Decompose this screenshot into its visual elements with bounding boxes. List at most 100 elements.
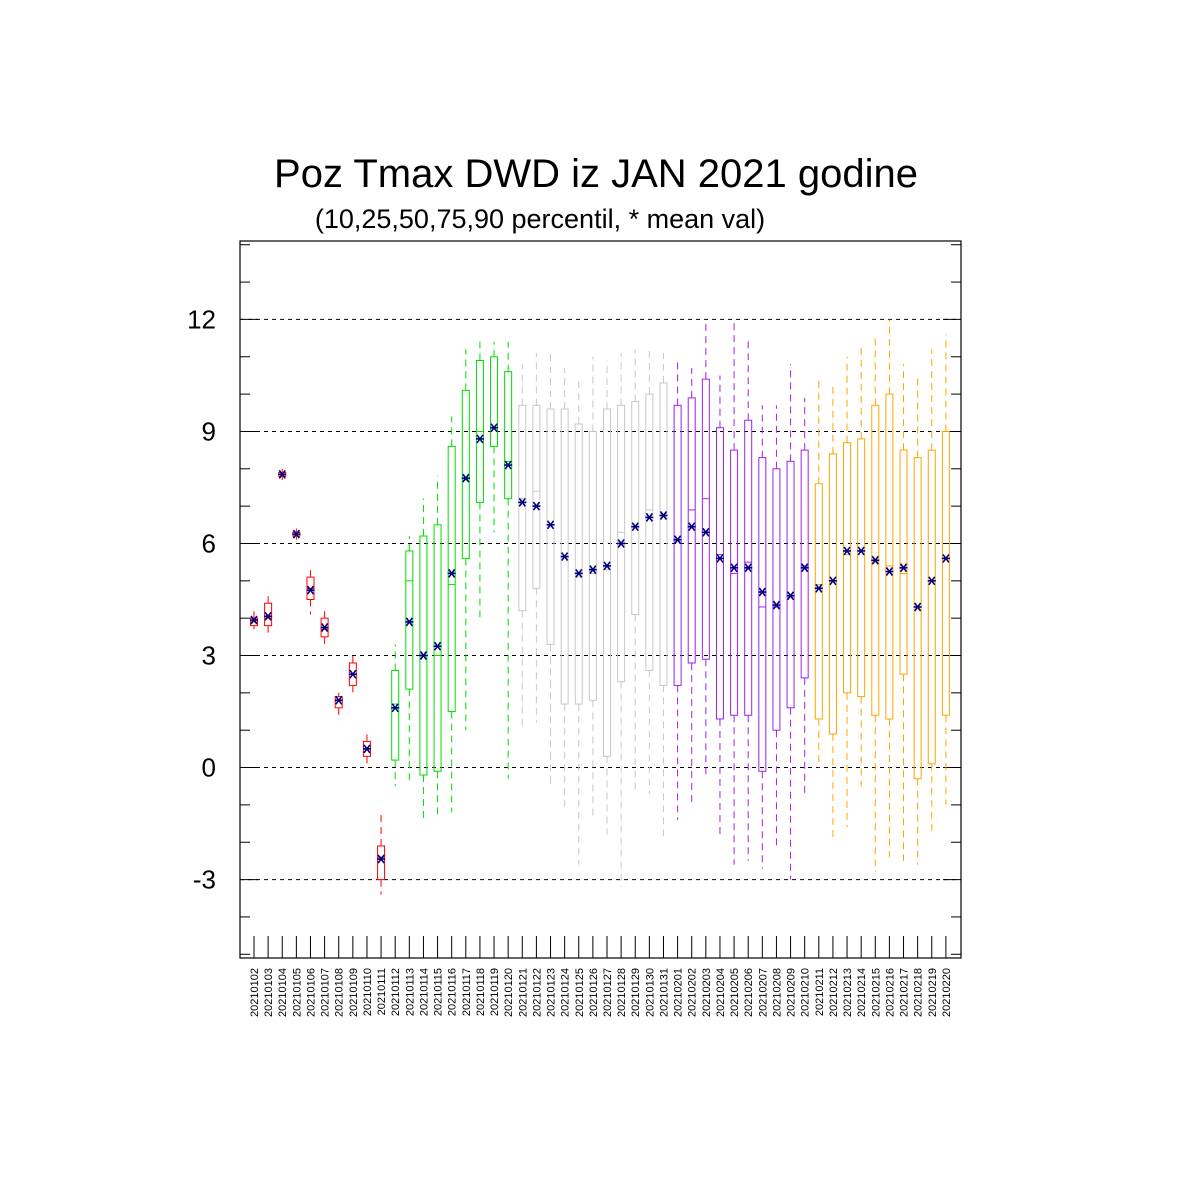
x-tick-label: 20210120 [503,968,515,1017]
iqr-box [758,457,767,772]
mean-stroke [589,565,597,575]
mean-stroke [673,535,682,545]
box-item [306,565,315,615]
mean-stroke [914,602,922,612]
box-item [518,364,527,731]
x-tick-label: 20210111 [376,968,388,1015]
mean-stroke [462,473,470,483]
mean-marker [546,520,555,530]
mean-marker [899,563,908,573]
x-tick-label: 20210106 [305,968,317,1017]
mean-stroke [617,539,625,548]
iqr-box [490,356,499,447]
box-item [560,367,569,813]
mean-marker [504,460,513,470]
box-item [843,356,852,828]
box-item [659,353,668,839]
x-tick-label: 20210126 [588,968,600,1017]
x-tick-label: 20210206 [743,968,755,1017]
mean-marker [461,473,470,483]
mean-stroke [857,546,865,556]
mean-marker [645,512,654,522]
iqr-box [461,389,470,559]
mean-stroke [942,553,950,563]
iqr-box [391,669,400,761]
mean-stroke [433,641,442,651]
mean-stroke [772,600,781,610]
box-item [941,334,950,805]
mean-stroke [363,744,371,754]
iqr-box [800,449,809,679]
iqr-box [334,696,343,709]
mean-stroke [645,512,653,522]
x-tick-label: 20210216 [884,968,896,1017]
x-tick-label: 20210214 [856,968,868,1017]
box-item [871,338,880,873]
mean-marker [885,567,894,576]
mean-marker [744,563,753,573]
x-tick-label: 20210112 [390,968,402,1016]
mean-marker [490,423,499,433]
mean-stroke [377,854,385,864]
box-item [744,338,753,861]
mean-marker [687,522,696,532]
box-item [715,375,724,835]
x-tick-label: 20210204 [715,968,727,1017]
mean-stroke [631,522,639,532]
x-tick-label: 20210124 [560,968,572,1017]
iqr-box [730,449,739,716]
mean-marker [715,553,724,563]
mean-stroke [335,695,343,705]
iqr-box [913,457,922,780]
box-item [546,353,555,787]
x-tick-label: 20210107 [320,968,332,1017]
mean-stroke [928,576,936,586]
iqr-box [631,401,640,615]
boxes-layer [250,319,950,895]
mean-marker [617,539,626,548]
mean-stroke [561,552,569,562]
iqr-box [405,550,414,690]
iqr-box [786,460,795,709]
mean-marker [419,651,428,660]
mean-marker [362,744,371,754]
box-item [645,349,654,794]
mean-stroke [476,434,484,444]
mean-marker [433,641,442,651]
mean-stroke [448,568,456,578]
x-tick-label: 20210207 [757,968,769,1017]
x-tick-label: 20210211 [814,968,826,1016]
iqr-box [645,393,654,671]
mean-marker [927,576,936,586]
mean-marker [701,527,710,537]
iqr-box [843,442,852,694]
mean-stroke [518,497,526,507]
x-tick-label: 20210108 [334,968,346,1017]
box-item [391,644,400,787]
mean-marker [941,553,950,563]
box-item [377,812,386,895]
box-item [490,341,499,533]
x-tick-label: 20210122 [531,968,543,1017]
iqr-box [659,382,668,686]
x-tick-label: 20210129 [630,968,642,1017]
x-tick-label: 20210130 [644,968,656,1017]
x-tick-label: 20210105 [291,968,303,1017]
mean-marker [772,600,781,610]
plot-frame [239,240,962,959]
y-tick-label: 3 [202,641,216,671]
mean-marker [306,585,315,595]
x-tick-label: 20210208 [771,968,783,1017]
iqr-box [941,430,950,716]
chart-subtitle: (10,25,50,75,90 percentil, * mean val) [315,204,765,234]
box-item [828,382,837,839]
mean-stroke [899,563,908,573]
mean-marker [631,522,640,532]
x-tick-label: 20210131 [658,968,670,1017]
mean-marker [786,591,795,601]
mean-marker [264,611,273,621]
mean-stroke [829,576,837,586]
box-item [758,405,767,869]
box-item [405,536,414,783]
